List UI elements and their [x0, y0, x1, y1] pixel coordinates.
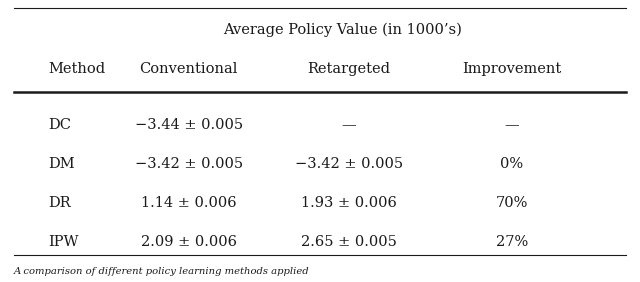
Text: 2.09 ± 0.006: 2.09 ± 0.006 [141, 235, 237, 249]
Text: −3.42 ± 0.005: −3.42 ± 0.005 [295, 157, 403, 171]
Text: Improvement: Improvement [462, 62, 562, 76]
Text: —: — [342, 118, 356, 133]
Text: DC: DC [48, 118, 71, 133]
Text: 70%: 70% [496, 196, 528, 210]
Text: Method: Method [48, 62, 105, 76]
Text: Average Policy Value (in 1000’s): Average Policy Value (in 1000’s) [223, 22, 462, 37]
Text: DR: DR [48, 196, 70, 210]
Text: 27%: 27% [496, 235, 528, 249]
Text: −3.42 ± 0.005: −3.42 ± 0.005 [135, 157, 243, 171]
Text: IPW: IPW [48, 235, 79, 249]
Text: 2.65 ± 0.005: 2.65 ± 0.005 [301, 235, 397, 249]
Text: −3.44 ± 0.005: −3.44 ± 0.005 [135, 118, 243, 133]
Text: —: — [505, 118, 519, 133]
Text: 0%: 0% [500, 157, 524, 171]
Text: A comparison of different policy learning methods applied: A comparison of different policy learnin… [14, 267, 310, 276]
Text: 1.14 ± 0.006: 1.14 ± 0.006 [141, 196, 237, 210]
Text: Conventional: Conventional [140, 62, 238, 76]
Text: 1.93 ± 0.006: 1.93 ± 0.006 [301, 196, 397, 210]
Text: DM: DM [48, 157, 75, 171]
Text: Retargeted: Retargeted [307, 62, 390, 76]
